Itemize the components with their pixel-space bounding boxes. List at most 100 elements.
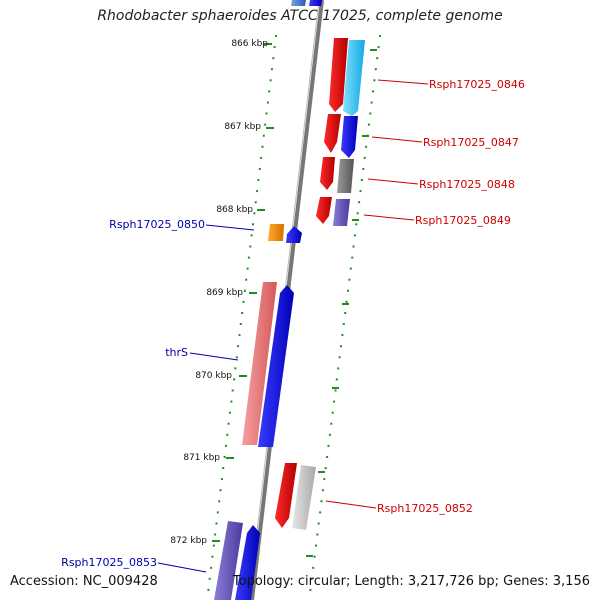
scale-dot bbox=[327, 444, 330, 447]
scale-dot bbox=[377, 46, 380, 49]
scale-dot bbox=[365, 145, 368, 148]
scale-dot bbox=[348, 278, 351, 281]
scale-dot bbox=[215, 522, 218, 525]
scale-dot bbox=[331, 411, 334, 414]
scale-dot bbox=[312, 566, 315, 569]
scale-dot bbox=[363, 156, 366, 159]
gene-0853-arrow[interactable] bbox=[235, 525, 260, 600]
scale-dot bbox=[269, 79, 272, 82]
scale-dot bbox=[216, 511, 219, 514]
scale-dot bbox=[347, 289, 349, 292]
scale-dot bbox=[212, 544, 215, 547]
scale-dot bbox=[330, 422, 333, 425]
scale-dot bbox=[258, 167, 261, 170]
scale-dot bbox=[374, 68, 377, 71]
gene-label-thrS[interactable]: thrS bbox=[165, 346, 188, 359]
scale-dot bbox=[340, 345, 342, 348]
scale-dot bbox=[319, 511, 322, 514]
gene-label-0849[interactable]: Rsph17025_0849 bbox=[415, 214, 511, 227]
gene-label-0853[interactable]: Rsph17025_0853 bbox=[61, 556, 157, 569]
scale-dot bbox=[356, 212, 359, 215]
scale-dot bbox=[337, 367, 340, 370]
scale-dot bbox=[241, 312, 244, 314]
scale-dot bbox=[342, 323, 345, 325]
scale-dot bbox=[208, 577, 211, 580]
scale-dot bbox=[323, 478, 326, 481]
gene-thrS-arrow[interactable] bbox=[258, 285, 294, 447]
gene-label-0848[interactable]: Rsph17025_0848 bbox=[419, 178, 515, 191]
gene-0848-arrow[interactable] bbox=[320, 157, 335, 190]
scale-dot bbox=[333, 400, 336, 403]
gene-0849-cds[interactable] bbox=[333, 199, 350, 226]
gene-0846-arrow[interactable] bbox=[329, 38, 348, 112]
scale-dot bbox=[376, 57, 379, 60]
scale-dot bbox=[341, 334, 344, 337]
scale-dot bbox=[326, 456, 329, 458]
label-leader-thrS bbox=[189, 352, 239, 361]
scale-dotted-left bbox=[207, 35, 277, 591]
scale-dot bbox=[250, 234, 253, 237]
scale-dot bbox=[266, 101, 269, 104]
gene-0852-arrow[interactable] bbox=[275, 463, 297, 528]
scale-dot bbox=[247, 256, 250, 259]
scale-dot bbox=[352, 245, 355, 248]
scale-dot bbox=[227, 422, 230, 425]
scale-dot bbox=[313, 555, 316, 558]
accession-text: Accession: NC_009428 bbox=[10, 574, 158, 589]
scale-dot bbox=[316, 533, 319, 536]
gene-0850-arrow[interactable] bbox=[286, 226, 302, 243]
scale-dot bbox=[324, 467, 327, 470]
gene-label-0846[interactable]: Rsph17025_0846 bbox=[429, 78, 525, 91]
scale-dot bbox=[370, 101, 373, 104]
scale-dot bbox=[320, 500, 323, 503]
gene-0846-cds[interactable] bbox=[343, 40, 365, 116]
scale-dot bbox=[362, 167, 365, 170]
gene-feature-cropped[interactable] bbox=[291, 0, 306, 6]
gene-0848-cds[interactable] bbox=[337, 159, 354, 193]
tick-label-866: 866 kbp bbox=[231, 39, 268, 49]
gene-0849-arrow[interactable] bbox=[316, 197, 332, 224]
gene-0850-cds[interactable] bbox=[268, 224, 284, 241]
scale-dot bbox=[235, 356, 238, 359]
scale-dot bbox=[207, 588, 210, 591]
scale-dot bbox=[315, 544, 317, 547]
gene-thrS-cds[interactable] bbox=[242, 282, 277, 445]
gene-label-0847[interactable]: Rsph17025_0847 bbox=[423, 136, 519, 149]
gene-label-0852[interactable]: Rsph17025_0852 bbox=[377, 502, 473, 515]
scale-dot bbox=[265, 112, 268, 115]
scale-dot bbox=[359, 190, 362, 193]
scale-dot bbox=[229, 411, 231, 414]
scale-dot bbox=[367, 123, 370, 126]
gene-0847-cds[interactable] bbox=[341, 116, 358, 158]
scale-dot bbox=[334, 389, 337, 392]
scale-dot bbox=[372, 90, 374, 93]
scale-dot bbox=[233, 378, 236, 381]
scale-dot bbox=[245, 278, 248, 281]
scale-dot bbox=[272, 57, 275, 60]
scale-dot bbox=[238, 334, 241, 337]
scale-dot bbox=[379, 35, 381, 37]
scale-dot bbox=[211, 555, 214, 558]
scale-dot bbox=[345, 300, 348, 303]
scale-dot bbox=[358, 201, 361, 204]
tick-label-867: 867 kbp bbox=[224, 122, 261, 132]
gene-0847-arrow[interactable] bbox=[324, 114, 341, 153]
label-leader-0847 bbox=[371, 136, 423, 143]
scale-dot bbox=[270, 68, 273, 71]
label-leader-0846 bbox=[377, 79, 429, 85]
scale-dot bbox=[360, 179, 363, 181]
tick-label-871: 871 kbp bbox=[183, 453, 220, 463]
scale-dot bbox=[253, 212, 256, 215]
gene-0852-cds[interactable] bbox=[292, 465, 316, 530]
tick-label-870: 870 kbp bbox=[195, 371, 232, 381]
gene-feature-cropped[interactable] bbox=[309, 0, 322, 6]
tick-label-869: 869 kbp bbox=[206, 288, 243, 298]
scale-dot bbox=[220, 478, 223, 481]
gene-0853-cds[interactable] bbox=[214, 521, 243, 600]
gene-label-0850[interactable]: Rsph17025_0850 bbox=[109, 218, 205, 231]
scale-dot bbox=[223, 456, 226, 458]
scale-dot bbox=[273, 46, 276, 49]
scale-dot bbox=[257, 179, 260, 181]
scale-dot bbox=[234, 367, 237, 370]
scale-dot bbox=[264, 123, 267, 126]
